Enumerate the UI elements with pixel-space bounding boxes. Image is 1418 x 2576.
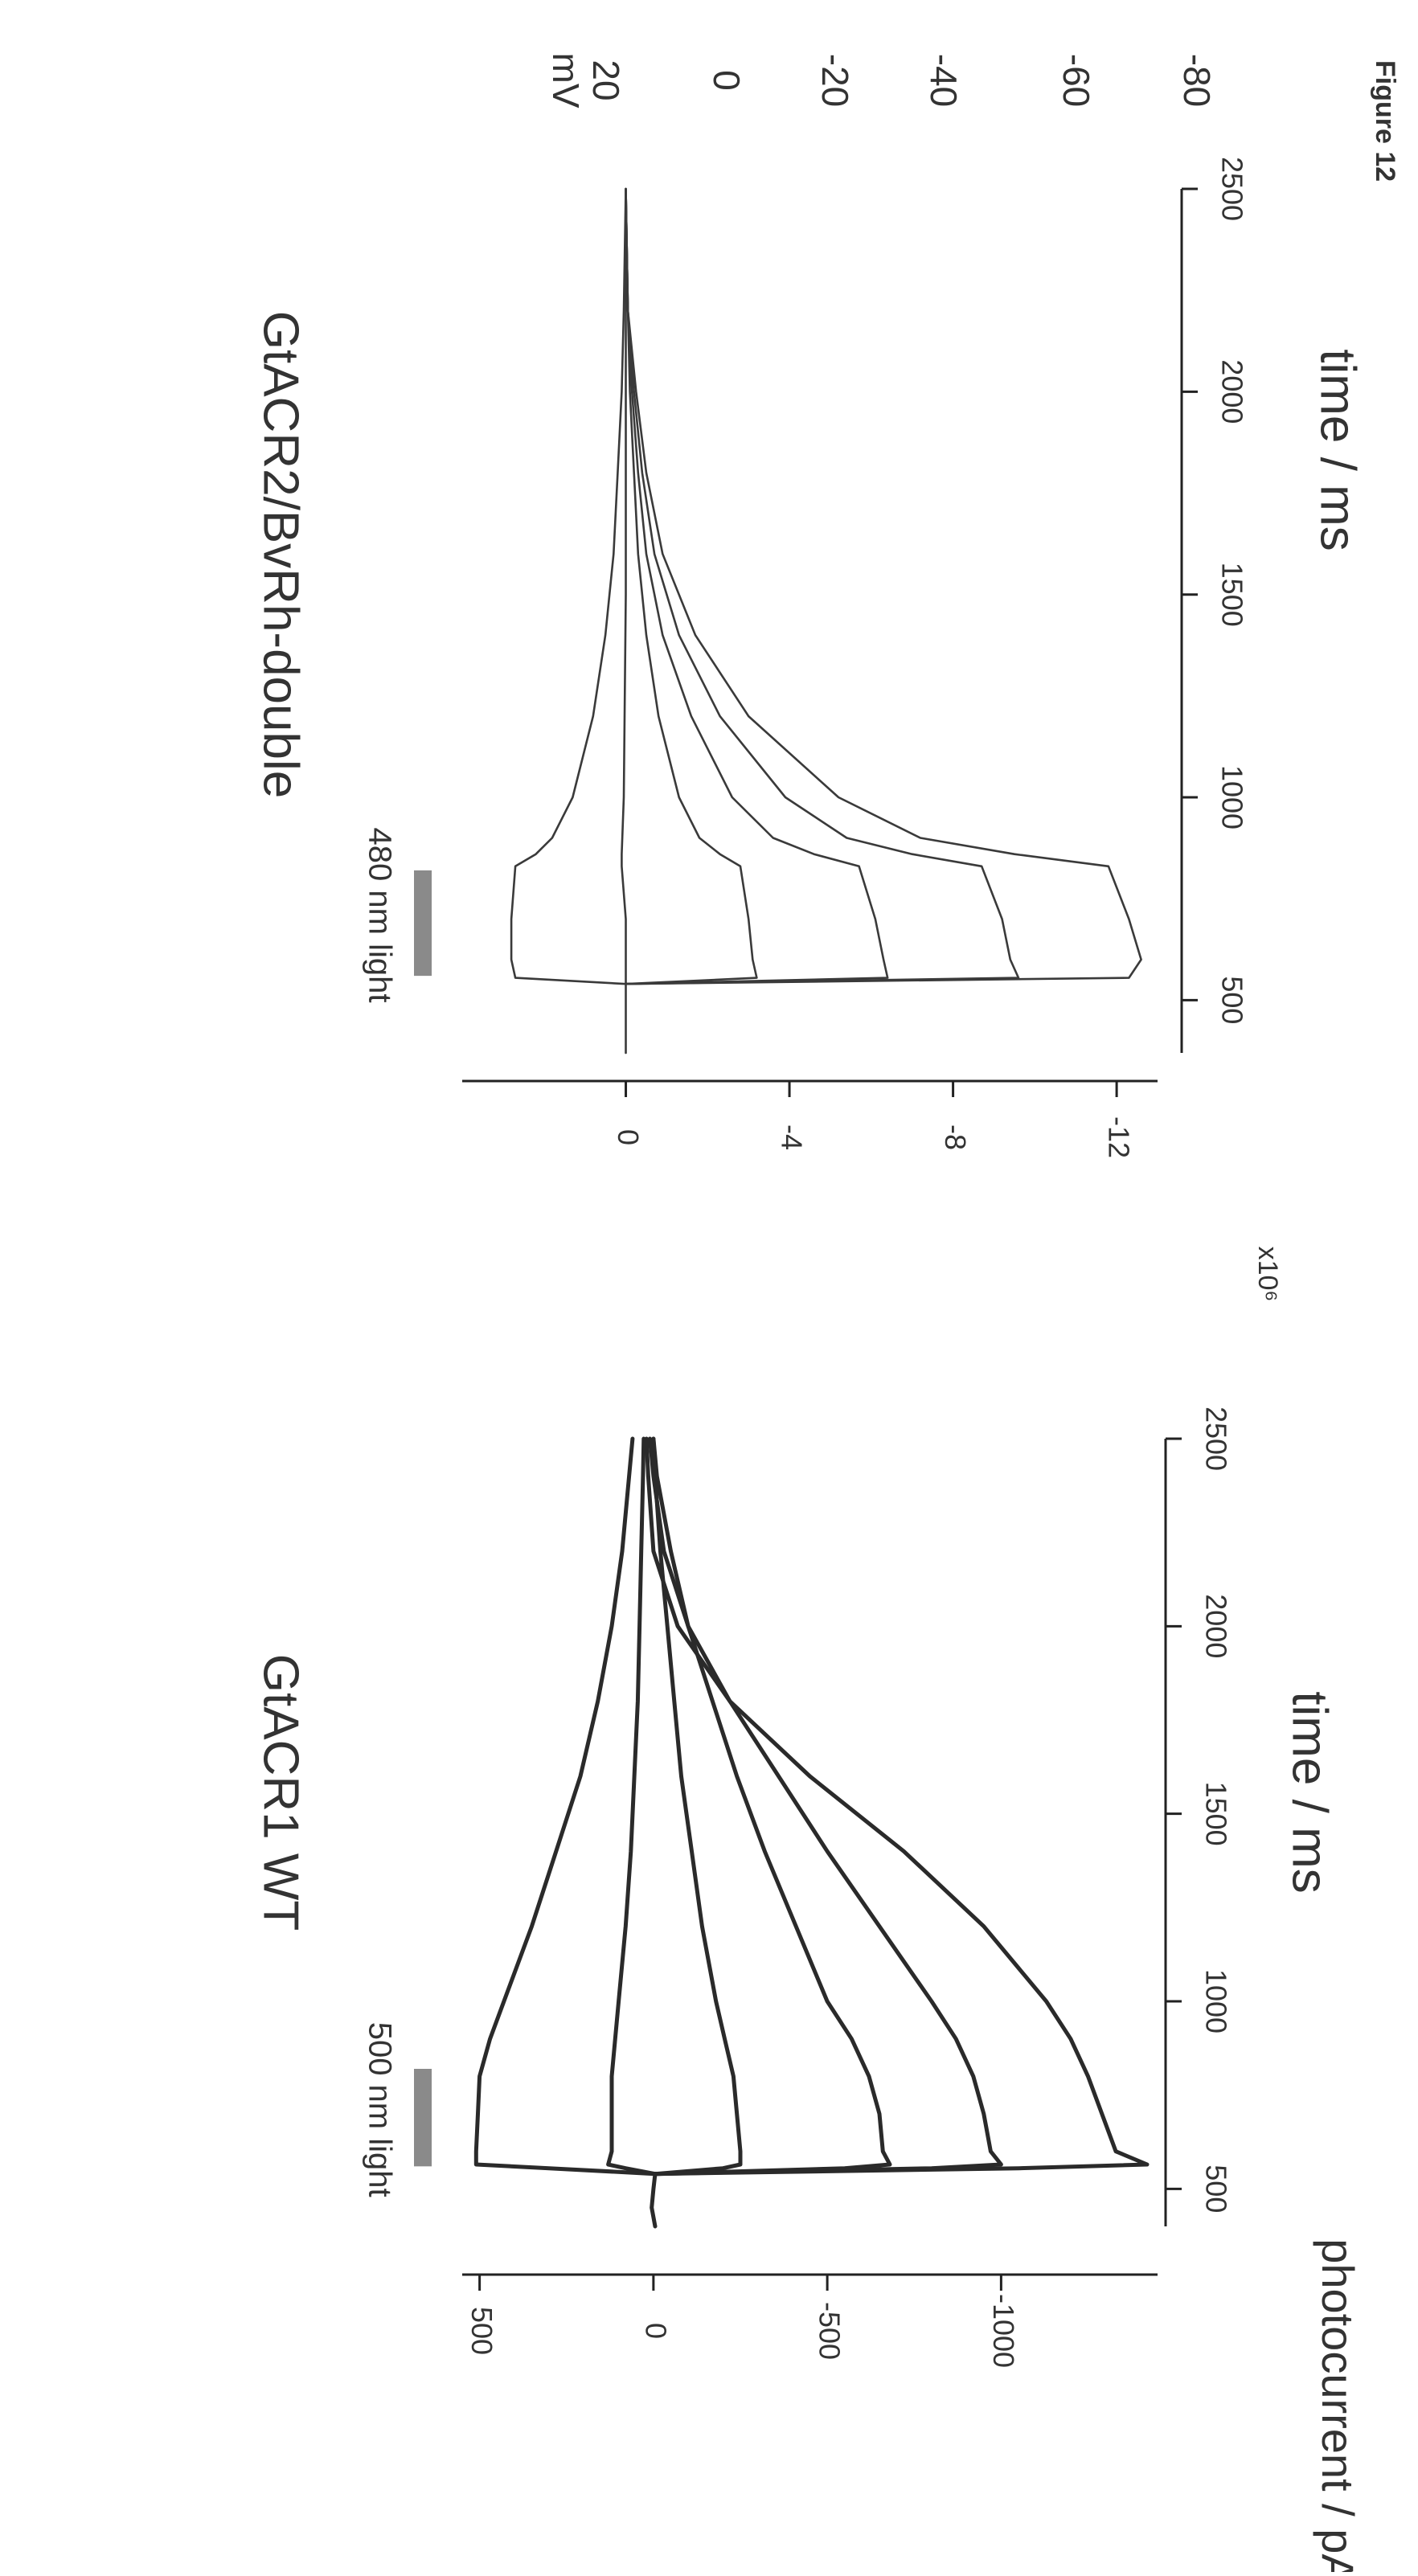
figure-label: Figure 12	[1370, 60, 1400, 182]
panel2-y-tick-label: 0	[612, 1129, 645, 1145]
panel2-x-tick-label: 1000	[1215, 765, 1248, 829]
panel1-y-tick-label: 500	[465, 2307, 498, 2355]
panel1-trace-1	[473, 1436, 658, 2229]
panel2-trace-1	[510, 187, 627, 1055]
panel1-trace-4	[651, 1436, 892, 2177]
panel1-x-tick-label: 1000	[1199, 1969, 1232, 2033]
panel1-chart	[414, 1436, 1182, 2291]
panel2-x-tick-label: 500	[1215, 976, 1248, 1024]
panel2-y-multiplier: x10⁶	[1252, 1247, 1283, 1302]
panel2-legend-value: -60	[1055, 54, 1097, 107]
panel2-trace-2	[621, 187, 627, 985]
panel2-x-tick-label: 2500	[1215, 157, 1248, 221]
panel1-stimulus-label: 500 nm light	[362, 2022, 397, 2197]
panel1-x-tick-label: 1500	[1199, 1782, 1232, 1846]
panel2-legend-value: -40	[923, 54, 965, 107]
panel1-trace-3	[651, 1436, 743, 2177]
panel2-stimulus-bar	[414, 870, 432, 977]
panel1-trace-2	[606, 1436, 658, 2177]
panel2-legend-value: 20	[585, 59, 627, 100]
panel1-stimulus-bar	[414, 2069, 432, 2167]
panel2-legend-value: 0	[706, 70, 748, 91]
panel2-chart	[414, 187, 1198, 1097]
panel1-x-label: time / ms	[1282, 1691, 1338, 1893]
panel2-x-tick-label: 2000	[1215, 359, 1248, 424]
panel1-x-tick-label: 500	[1199, 2164, 1232, 2213]
panel2-y-tick-label: -12	[1103, 1116, 1136, 1158]
panel1-y-tick-label: 0	[639, 2323, 672, 2339]
panel2-legend-title: mV	[545, 53, 587, 109]
panel2-legend-value: -20	[814, 54, 856, 107]
panel2-trace-4	[625, 187, 889, 985]
panel1-x-tick-label: 2000	[1199, 1594, 1232, 1658]
panel1-trace-5	[648, 1436, 1003, 2177]
panel2-x-label: time / ms	[1310, 349, 1366, 551]
panel2-x-tick-label: 1500	[1215, 563, 1248, 627]
panel2-legend-value: -80	[1176, 54, 1218, 107]
panel2-trace-5	[625, 187, 1020, 985]
panel1-trace-6	[644, 1436, 1150, 2177]
panel1-x-tick-label: 2500	[1199, 1407, 1232, 1471]
panel1-title: GtACR1 WT	[253, 1654, 309, 1931]
panel2-trace-3	[625, 187, 758, 985]
panel2-stimulus-label: 480 nm light	[362, 828, 397, 1003]
panel1-y-tick-label: -1000	[987, 2294, 1020, 2368]
panel2-y-tick-label: -8	[939, 1124, 972, 1150]
panel2-y-tick-label: -4	[776, 1124, 809, 1150]
panel2-title: GtACR2/BvRh-double	[253, 311, 309, 799]
panel1-y-tick-label: -500	[814, 2302, 846, 2360]
panel1-y-label: photocurrent / pA	[1313, 2238, 1363, 2572]
panel2-trace-6	[625, 187, 1142, 985]
